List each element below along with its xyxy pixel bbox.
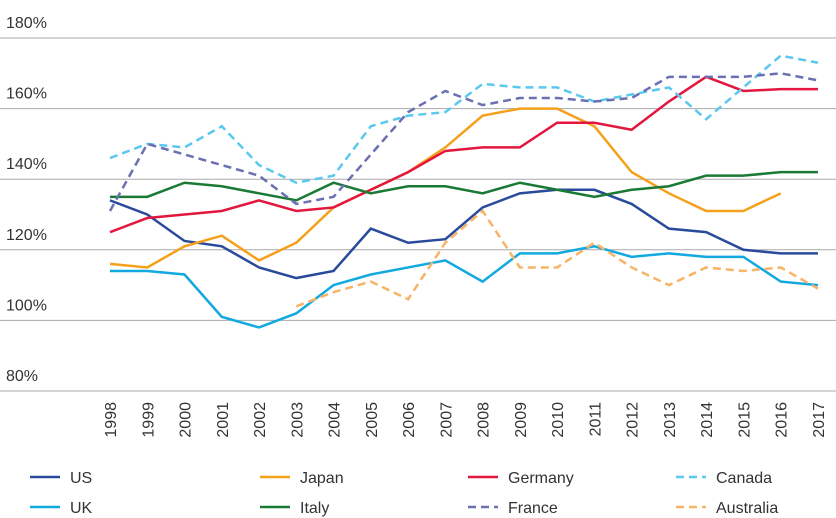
legend-label: Canada [716,470,772,487]
x-tick-label: 2012 [625,402,642,438]
x-tick-label: 2006 [401,402,418,438]
x-tick-label: 2010 [550,402,567,438]
x-tick-label: 2016 [774,402,791,438]
y-tick-label: 100% [6,297,47,314]
series-line [295,209,819,308]
series-line [110,170,818,202]
y-tick-label: 160% [6,86,47,103]
x-tick-label: 2013 [662,402,679,438]
x-tick-label: 2017 [811,402,828,438]
y-tick-label: 180% [6,15,47,32]
x-tick-label: 1999 [140,402,157,438]
legend-label: Italy [300,500,329,517]
series-line [110,244,819,329]
legend-label: France [508,500,558,517]
legend-label: Germany [508,470,574,487]
y-tick-label: 120% [6,227,47,244]
series-line [109,107,782,269]
x-tick-label: 2004 [327,402,344,438]
x-tick-label: 2009 [513,402,530,438]
legend-label: US [70,470,92,487]
x-tick-label: 1998 [103,402,120,438]
series-line [109,75,818,234]
x-tick-label: 2008 [476,402,493,438]
x-tick-label: 2003 [289,402,306,438]
y-tick-label: 140% [6,156,47,173]
x-tick-label: 2015 [736,402,753,438]
x-tick-label: 2007 [438,402,455,438]
x-tick-label: 2005 [364,402,381,438]
series-line [109,54,819,185]
x-tick-label: 2014 [699,402,716,438]
legend-label: UK [70,500,93,517]
series-line [109,188,818,280]
x-tick-label: 2011 [587,402,604,437]
series-line [108,72,819,212]
y-tick-label: 80% [6,368,38,385]
x-tick-label: 2002 [252,402,269,438]
legend-label: Australia [716,500,778,517]
x-tick-label: 2001 [215,402,232,438]
legend-label: Japan [300,470,344,487]
x-tick-label: 2000 [178,402,195,438]
